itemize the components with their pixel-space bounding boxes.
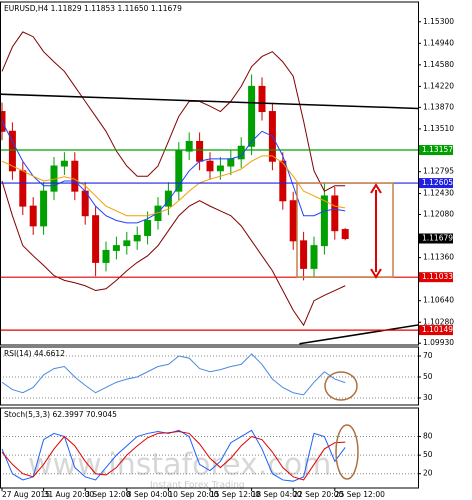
candle-body: [133, 234, 141, 242]
y-tick-label: 20: [423, 469, 433, 478]
y-tick-label: 1.14220: [423, 81, 454, 90]
watermark-slogan: Instant Forex Trading: [150, 481, 245, 491]
candle-body: [40, 190, 48, 227]
stoch-plot: [0, 429, 418, 482]
y-tick-label: 1.09930: [423, 338, 454, 347]
candle-body: [341, 229, 349, 240]
candle-body: [144, 219, 152, 236]
y-tick-label: 80: [423, 432, 433, 441]
y-tick-label: 1.12080: [423, 210, 454, 219]
panel-frame: [0, 1, 419, 346]
candle-body: [164, 190, 172, 207]
x-tick-label: 18 Sep 04:00: [252, 490, 302, 499]
level-label: 1.10149: [422, 325, 453, 334]
series-line: [1, 155, 346, 217]
arrow-heads: [370, 183, 382, 279]
panel-title: RSI(14) 44.6612: [4, 349, 65, 358]
x-tick-label: 3 Sep 12:00: [85, 490, 131, 499]
last-price-bg: [419, 233, 453, 244]
candle-body: [185, 140, 193, 152]
y-tick-label: 1.10280: [423, 317, 454, 326]
candle-body: [216, 165, 224, 172]
y-tick-label: 1.15300: [423, 17, 454, 26]
stoch-highlight: [335, 424, 359, 480]
candle-body: [248, 85, 256, 147]
y-tick-label: 1.12795: [423, 167, 454, 176]
series-line: [1, 180, 346, 327]
watermark: www.instaforex.com Instant Forex Trading: [28, 448, 331, 491]
x-tick-label: 27 Aug 2015: [2, 490, 50, 499]
y-tick-label: 1.14940: [423, 38, 454, 47]
candle-body: [279, 160, 287, 202]
y-tick-label: 30: [423, 393, 433, 402]
trendline: [299, 324, 418, 345]
x-tick-label: 15 Sep 12:00: [210, 490, 260, 499]
level-label: 1.11033: [422, 272, 453, 281]
range-box: [296, 182, 394, 278]
x-tick-label: 8 Sep 04:00: [127, 490, 173, 499]
level-label-bg: [419, 178, 453, 189]
candle-body: [300, 240, 308, 269]
candle-body: [258, 85, 266, 113]
candle-body: [289, 200, 297, 242]
candle-body: [123, 240, 131, 247]
candle-body: [112, 245, 120, 251]
axes: EURUSD,H4 1.11829 1.11853 1.11650 1.1167…: [0, 1, 454, 499]
y-tick-label: 1.14580: [423, 60, 454, 69]
panel-title: EURUSD,H4 1.11829 1.11853 1.11650 1.1167…: [4, 4, 182, 13]
series-line: [1, 353, 346, 396]
panel-title: Stoch(5,3,3) 62.3997 70.9045: [4, 410, 117, 419]
candle-body: [29, 205, 37, 227]
candle-body: [320, 195, 328, 247]
y-tick-label: 1.11360: [423, 253, 454, 262]
level-label: 1.13157: [422, 145, 453, 154]
price-plot: [0, 31, 418, 345]
level-label-bg: [419, 145, 453, 156]
candle-body: [331, 195, 339, 232]
y-tick-label: 1.13510: [423, 124, 454, 133]
last-price-label: 1.11679: [422, 234, 453, 243]
level-label-bg: [419, 325, 453, 336]
candle-body: [71, 160, 79, 192]
y-tick-label: 1.10640: [423, 296, 454, 305]
y-tick-label: 50: [423, 450, 433, 459]
x-tick-label: 10 Sep 20:00: [168, 490, 218, 499]
y-tick-label: 70: [423, 351, 433, 360]
y-tick-label: 1.12430: [423, 189, 454, 198]
level-label: 1.12605: [422, 178, 453, 187]
candle-body: [206, 160, 214, 172]
rsi-highlight: [324, 371, 358, 401]
x-tick-label: 22 Sep 20:00: [293, 490, 343, 499]
series-line: [1, 431, 346, 481]
x-tick-label: 25 Sep 12:00: [335, 490, 385, 499]
candle-body: [196, 140, 204, 162]
candle-body: [175, 150, 183, 192]
panel-frame: [0, 346, 419, 406]
y-tick-label: 1.13870: [423, 102, 454, 111]
candle-body: [8, 130, 16, 172]
level-label-bg: [419, 272, 453, 283]
candle-body: [92, 215, 100, 263]
candle-body: [19, 170, 27, 207]
x-tick-label: 31 Aug 20:00: [44, 490, 95, 499]
candle-body: [227, 158, 235, 167]
candle-body: [102, 249, 110, 263]
annotations: [296, 182, 394, 480]
candle-body: [60, 160, 68, 167]
y-tick-label: 50: [423, 372, 433, 381]
trendline: [0, 93, 418, 110]
series-line: [1, 31, 346, 192]
candle-body: [310, 245, 318, 269]
